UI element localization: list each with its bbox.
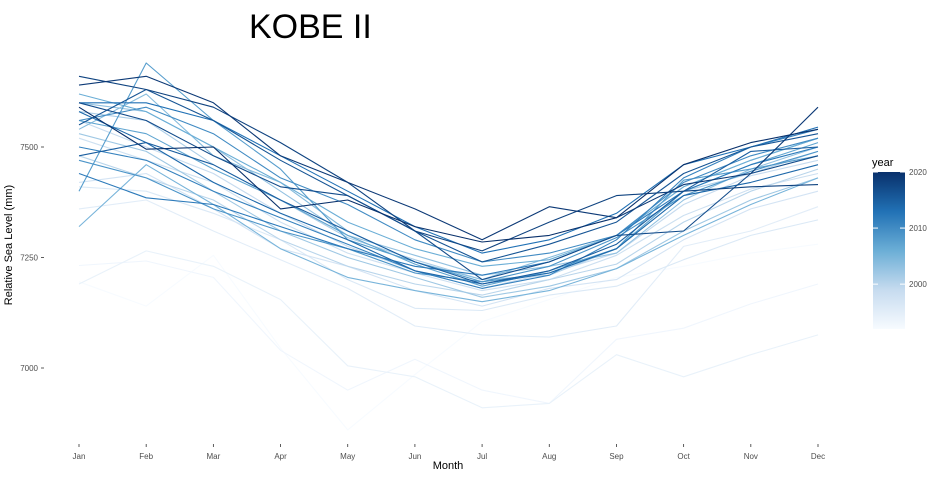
x-tick-label-feb: Feb (139, 452, 153, 461)
series-line-2008 (78, 62, 819, 283)
series-line-2009 (78, 150, 819, 283)
series-line-2018 (78, 75, 819, 252)
x-axis-title: Month (433, 460, 464, 472)
series-line-2020 (78, 106, 819, 243)
y-tick-label-7250: 7250 (20, 254, 38, 263)
legend-title: year (872, 157, 894, 169)
x-tick-label-jan: Jan (73, 452, 86, 461)
x-tick-label-aug: Aug (542, 452, 556, 461)
x-tick-label-nov: Nov (744, 452, 758, 461)
series-line-2012 (78, 146, 819, 276)
series-line-1994 (78, 250, 819, 409)
series-line-1993 (78, 260, 819, 404)
series-line-2017 (78, 102, 819, 281)
series-line-2005 (78, 164, 819, 303)
color-legend: year 2000 2010 2020 (872, 157, 927, 329)
series-line-2003 (78, 102, 819, 276)
x-tick-label-jun: Jun (408, 452, 421, 461)
series-line-2016 (78, 88, 819, 263)
chart-title: KOBE II (249, 8, 372, 46)
legend-label-2020: 2020 (909, 168, 927, 177)
y-axis-title: Relative Sea Level (mm) (3, 185, 15, 305)
series-line-2013 (79, 102, 819, 254)
x-tick-label-may: May (340, 452, 355, 461)
series-line-1999 (78, 119, 819, 289)
series-line-2014 (78, 111, 819, 285)
series-line-2019 (78, 75, 819, 241)
y-tick-label-7000: 7000 (20, 364, 38, 373)
x-axis: Jan Feb Mar Apr May Jun Jul Aug Sep Oct Nov Dec (73, 444, 825, 461)
x-tick-label-apr: Apr (274, 452, 287, 461)
series-line-2011 (78, 128, 819, 289)
legend-label-2010: 2010 (909, 224, 927, 233)
series-line-2000 (78, 155, 819, 296)
series-line-1996 (78, 186, 819, 312)
series-line-1995 (78, 199, 819, 338)
series-lines (78, 62, 819, 431)
y-tick-label-7500: 7500 (20, 143, 38, 152)
series-line-2015 (78, 142, 819, 285)
x-tick-label-oct: Oct (677, 452, 690, 461)
legend-label-2000: 2000 (909, 280, 927, 289)
x-tick-label-sep: Sep (609, 452, 624, 461)
series-line-2010 (78, 106, 819, 263)
x-tick-label-mar: Mar (206, 452, 220, 461)
series-line-2001 (78, 111, 819, 281)
x-tick-label-dec: Dec (811, 452, 825, 461)
y-axis: 7000 7250 7500 (20, 143, 44, 373)
legend-colorbar (873, 172, 905, 329)
series-line-2002 (78, 133, 819, 298)
series-line-1998 (78, 137, 819, 292)
x-tick-label-jul: Jul (477, 452, 487, 461)
